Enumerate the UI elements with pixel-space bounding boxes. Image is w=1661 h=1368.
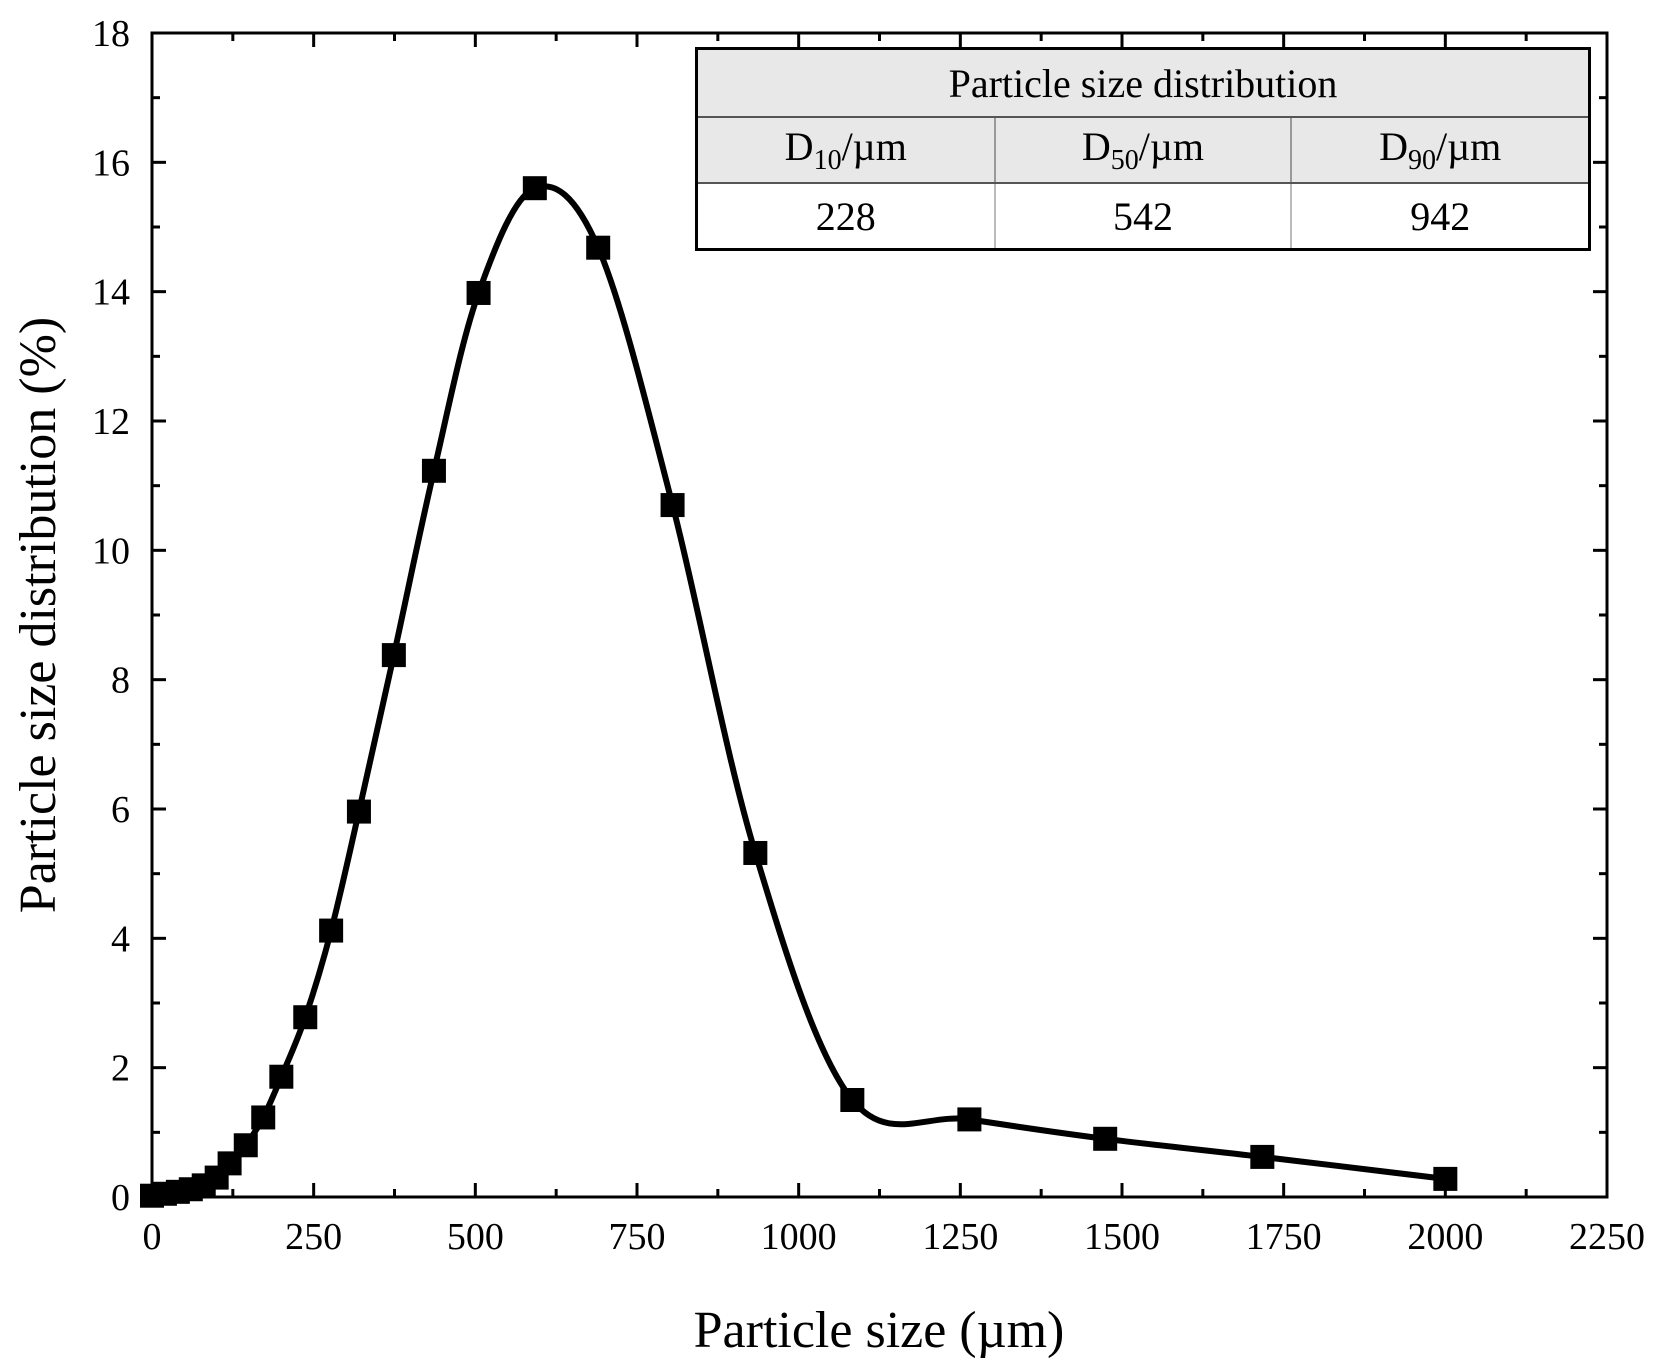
x-tick-label: 250 bbox=[285, 1216, 342, 1258]
axis-ticks bbox=[150, 31, 1609, 1199]
x-tick-label: 500 bbox=[447, 1216, 504, 1258]
x-axis-title: Particle size (µm) bbox=[694, 1302, 1065, 1359]
data-point bbox=[251, 1105, 276, 1130]
x-tick-label: 2000 bbox=[1407, 1216, 1483, 1258]
y-tick-label: 10 bbox=[92, 530, 130, 572]
data-point bbox=[269, 1064, 294, 1089]
x-tick-label: 1500 bbox=[1084, 1216, 1160, 1258]
y-tick-label: 6 bbox=[111, 789, 130, 831]
x-tick-label: 1000 bbox=[761, 1216, 837, 1258]
table-title: Particle size distribution bbox=[696, 48, 1590, 118]
data-point bbox=[293, 1005, 318, 1030]
data-point bbox=[319, 918, 344, 943]
data-point bbox=[1093, 1126, 1118, 1151]
data-point bbox=[586, 235, 611, 260]
x-tick-label: 0 bbox=[143, 1216, 162, 1258]
data-markers bbox=[140, 176, 1458, 1208]
y-tick-label: 18 bbox=[92, 13, 130, 55]
distribution-curve bbox=[151, 183, 1446, 1199]
y-tick-label: 16 bbox=[92, 142, 130, 184]
psd-inset-table: Particle size distribution D10/µm D50/µm… bbox=[695, 47, 1591, 251]
y-tick-label: 12 bbox=[92, 401, 130, 443]
y-tick-label: 2 bbox=[111, 1048, 130, 1090]
y-tick-label: 0 bbox=[111, 1177, 130, 1219]
data-point bbox=[1433, 1166, 1458, 1191]
value-d10: 228 bbox=[696, 183, 996, 250]
header-d50: D50/µm bbox=[994, 117, 1293, 184]
data-point bbox=[233, 1133, 258, 1158]
data-point bbox=[1250, 1144, 1275, 1169]
x-tick-label: 750 bbox=[609, 1216, 666, 1258]
data-point bbox=[660, 493, 685, 518]
y-tick-label: 14 bbox=[92, 272, 130, 314]
data-point bbox=[466, 280, 491, 305]
data-point bbox=[421, 458, 446, 483]
x-tick-label: 2250 bbox=[1569, 1216, 1645, 1258]
data-point bbox=[840, 1088, 865, 1112]
x-tick-label: 1250 bbox=[922, 1216, 998, 1258]
y-tick-label: 4 bbox=[111, 918, 130, 960]
value-d50: 542 bbox=[994, 183, 1293, 250]
value-d90: 942 bbox=[1410, 193, 1471, 239]
data-point bbox=[957, 1107, 982, 1132]
tick-labels: 0 250 500 750 1000 1250 1500 1750 2000 2250 0 2 4 6 8 1… bbox=[92, 13, 1645, 1258]
y-axis-title: Particle size distribution (%) bbox=[10, 317, 67, 913]
data-point bbox=[346, 799, 371, 824]
x-tick-label: 1750 bbox=[1246, 1216, 1322, 1258]
y-tick-label: 8 bbox=[111, 660, 130, 702]
header-d10: D10/µm bbox=[696, 117, 996, 184]
data-point bbox=[743, 840, 768, 865]
header-d90: D90/µm bbox=[1291, 117, 1590, 184]
data-point bbox=[522, 176, 547, 201]
data-point bbox=[381, 643, 406, 668]
